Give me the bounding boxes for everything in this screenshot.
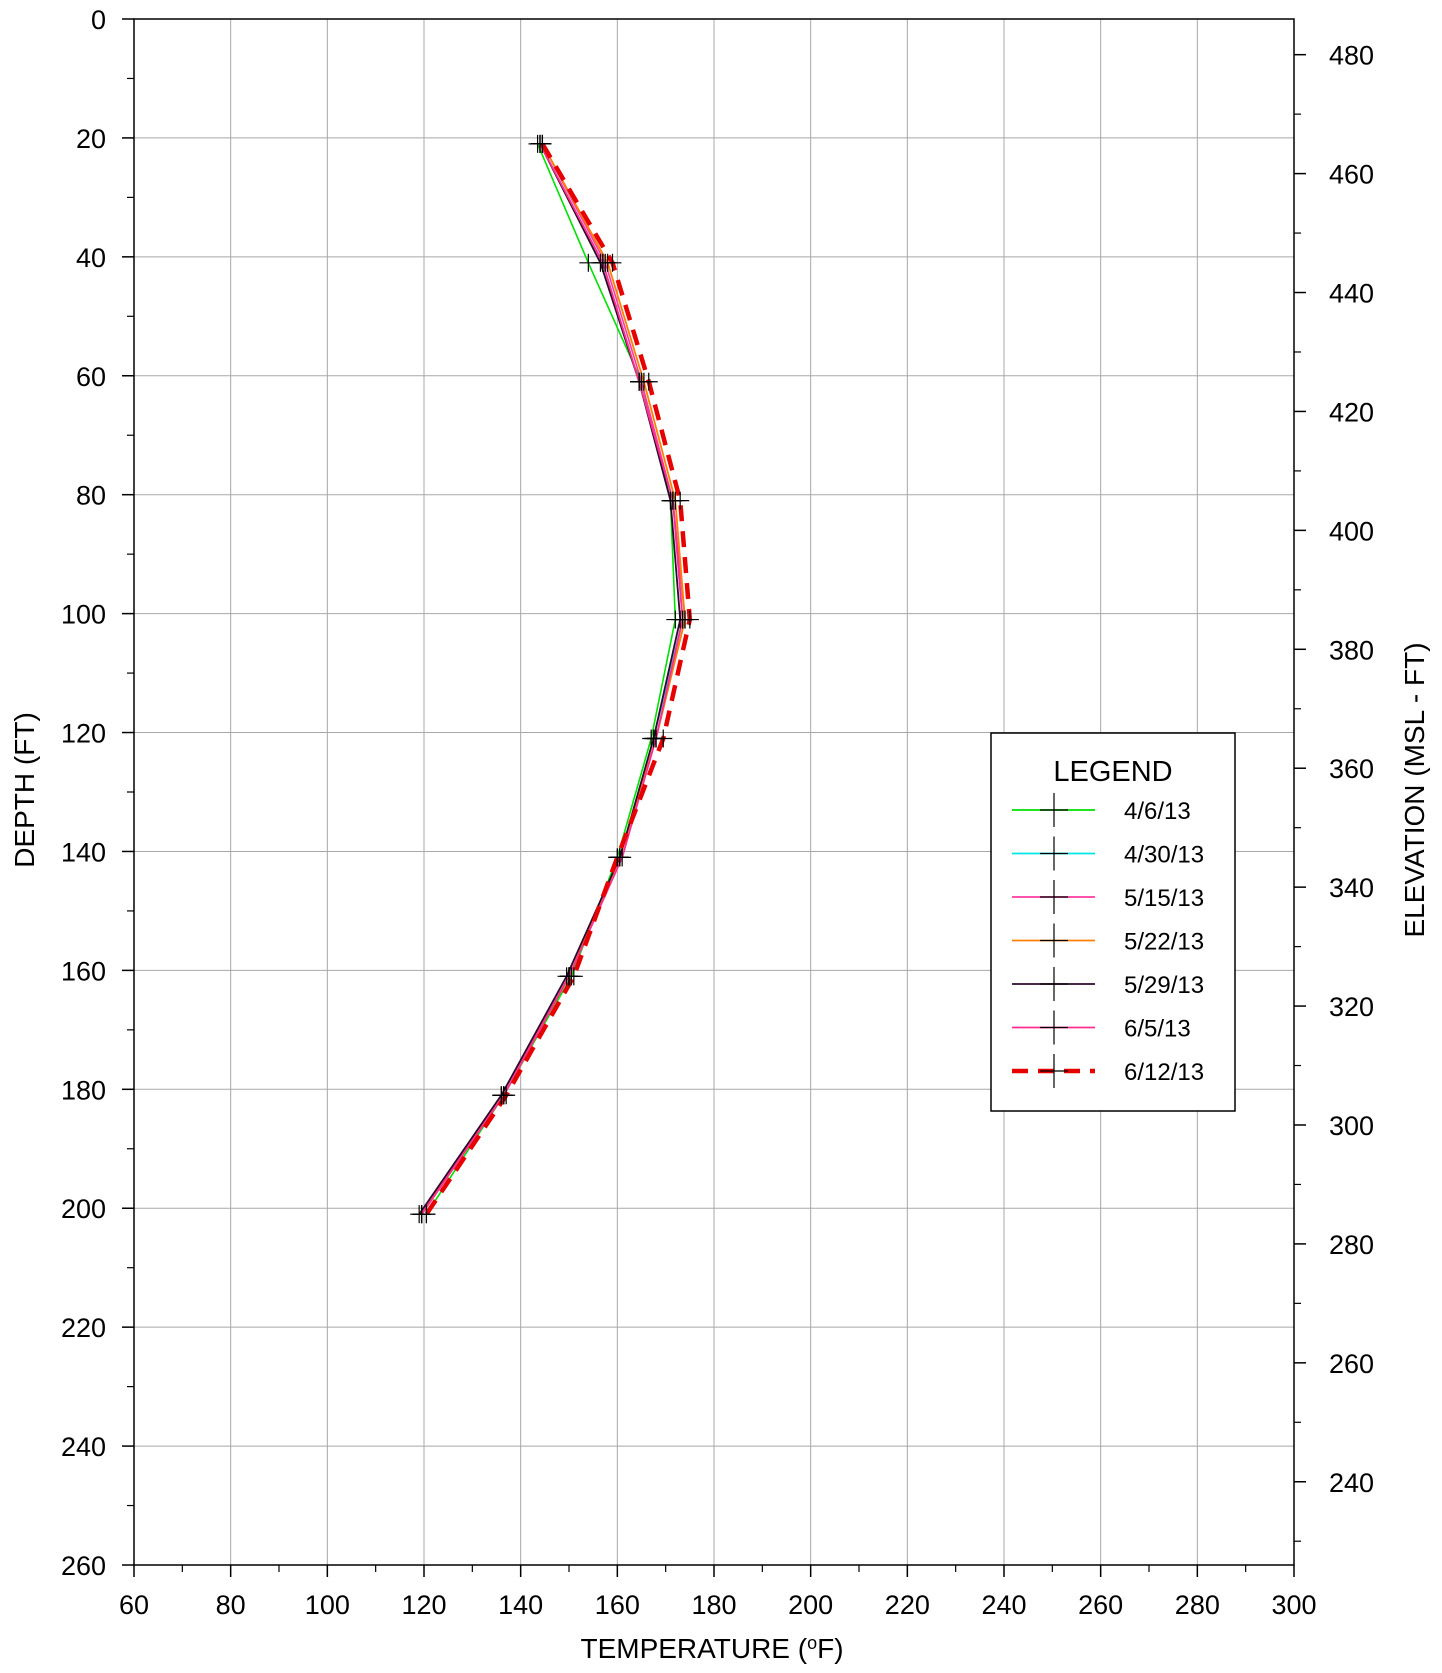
- x-tick-label: 100: [305, 1590, 350, 1620]
- x-tick-label: 220: [885, 1590, 930, 1620]
- y-tick-label: 160: [61, 956, 106, 986]
- y2-tick-label: 260: [1329, 1349, 1374, 1379]
- y-tick-label: 0: [91, 5, 106, 35]
- y-tick-label: 40: [76, 243, 106, 273]
- legend: LEGEND 4/6/13 4/30/13 5/15/13 5/22/13 5/29/1…: [991, 733, 1235, 1111]
- legend-label: 5/29/13: [1124, 972, 1204, 999]
- legend-label: 5/15/13: [1124, 885, 1204, 912]
- x-axis-label-unit: F): [817, 1633, 843, 1664]
- legend-title: LEGEND: [1053, 756, 1172, 788]
- legend-box: [991, 733, 1235, 1111]
- y2-axis-label: ELEVATION (MSL - FT): [1399, 642, 1430, 937]
- y-tick-label: 100: [61, 600, 106, 630]
- y-tick-label: 220: [61, 1313, 106, 1343]
- x-tick-label: 260: [1078, 1590, 1123, 1620]
- y2-tick-label: 280: [1329, 1230, 1374, 1260]
- x-axis-label-degree: o: [807, 1633, 817, 1653]
- y-tick-label: 180: [61, 1075, 106, 1105]
- y-tick-label: 80: [76, 481, 106, 511]
- x-axis-label: TEMPERATURE (oF): [580, 1633, 843, 1664]
- x-tick-label: 280: [1175, 1590, 1220, 1620]
- y-tick-label: 20: [76, 124, 106, 154]
- series-line-3: [422, 144, 685, 1214]
- y2-tick-label: 380: [1329, 635, 1374, 665]
- y-tick-label: 140: [61, 837, 106, 867]
- y2-tick-label: 300: [1329, 1111, 1374, 1141]
- y2-tick-label: 320: [1329, 992, 1374, 1022]
- x-tick-label: 120: [401, 1590, 446, 1620]
- x-tick-label: 180: [691, 1590, 736, 1620]
- x-tick-label: 140: [498, 1590, 543, 1620]
- y-tick-label: 240: [61, 1432, 106, 1462]
- series-layer: [410, 135, 699, 1223]
- series-line-1: [426, 144, 675, 1214]
- y-tick-label: 120: [61, 719, 106, 749]
- y2-tick-label: 360: [1329, 754, 1374, 784]
- x-tick-label: 80: [216, 1590, 246, 1620]
- x-tick-label: 160: [595, 1590, 640, 1620]
- y2-tick-label: 480: [1329, 41, 1374, 71]
- series-line-6: [422, 144, 683, 1214]
- legend-label: 6/12/13: [1124, 1059, 1204, 1086]
- legend-label: 4/6/13: [1124, 798, 1191, 825]
- y2-tick-label: 440: [1329, 279, 1374, 309]
- x-tick-label: 60: [119, 1590, 149, 1620]
- y2-tick-label: 240: [1329, 1468, 1374, 1498]
- y-axis-label: DEPTH (FT): [9, 712, 40, 868]
- series-line-4: [422, 144, 685, 1214]
- x-tick-label: 200: [788, 1590, 833, 1620]
- y-tick-label: 60: [76, 362, 106, 392]
- y2-tick-label: 400: [1329, 516, 1374, 546]
- legend-label: 5/22/13: [1124, 929, 1204, 956]
- series-line-2: [422, 144, 683, 1214]
- legend-label: 4/30/13: [1124, 842, 1204, 869]
- y2-tick-label: 460: [1329, 160, 1374, 190]
- y-tick-label: 200: [61, 1194, 106, 1224]
- series-line-7: [426, 144, 689, 1214]
- y2-tick-label: 420: [1329, 397, 1374, 427]
- x-tick-label: 240: [981, 1590, 1026, 1620]
- y-tick-label: 260: [61, 1551, 106, 1581]
- x-tick-label: 300: [1271, 1590, 1316, 1620]
- series-line-5: [419, 144, 680, 1214]
- y2-tick-label: 340: [1329, 873, 1374, 903]
- legend-label: 6/5/13: [1124, 1016, 1191, 1043]
